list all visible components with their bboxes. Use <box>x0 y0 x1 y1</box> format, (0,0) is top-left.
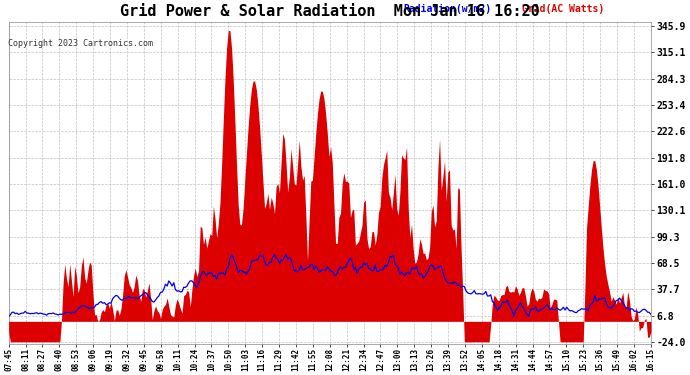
Title: Grid Power & Solar Radiation  Mon Jan 16 16:20: Grid Power & Solar Radiation Mon Jan 16 … <box>120 4 540 19</box>
Text: Radiation(w/m2): Radiation(w/m2) <box>404 4 492 14</box>
Text: Copyright 2023 Cartronics.com: Copyright 2023 Cartronics.com <box>8 39 153 48</box>
Text: Grid(AC Watts): Grid(AC Watts) <box>522 4 604 14</box>
